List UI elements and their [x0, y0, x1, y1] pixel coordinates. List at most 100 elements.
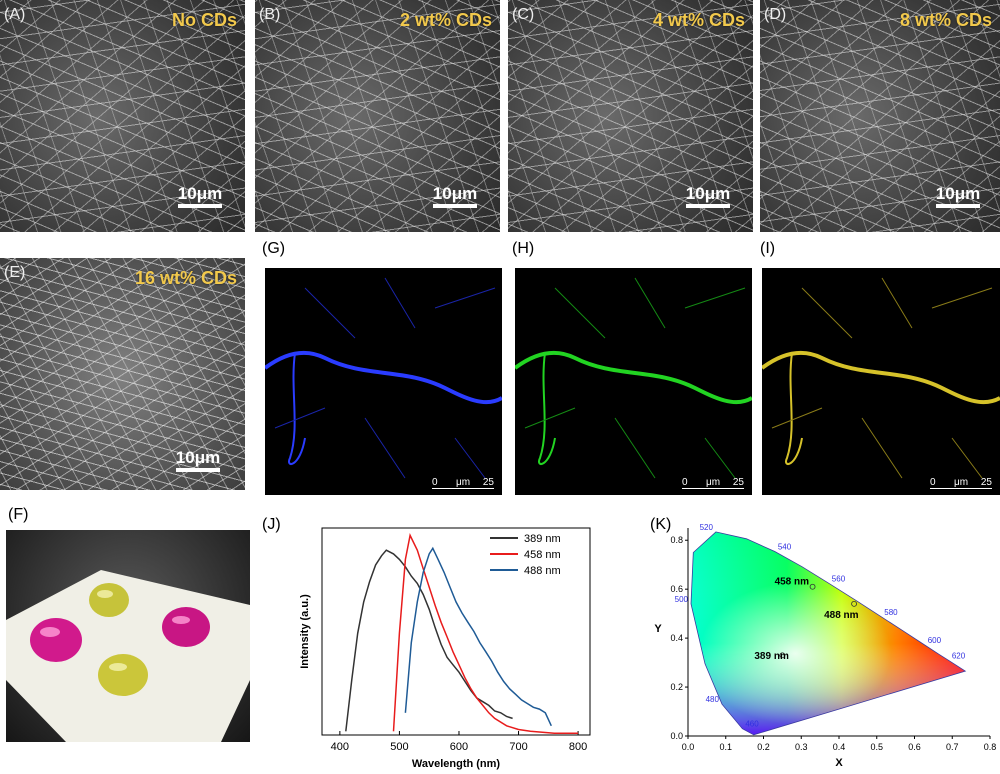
locus-wavelength-label: 540 — [778, 542, 792, 551]
sem-image-b: (B) 2 wt% CDs 10μm — [255, 0, 500, 232]
pink-droplet-1 — [30, 618, 82, 662]
y-axis-label: Y — [654, 623, 662, 635]
panel-letter-h: (H) — [512, 240, 535, 257]
locus-wavelength-label: 580 — [884, 608, 898, 617]
locus-wavelength-label: 500 — [675, 595, 689, 604]
confocal-image-h: 0 μm 25 — [515, 268, 752, 495]
sem-image-c: (C) 4 wt% CDs 10μm — [508, 0, 753, 232]
panel-letter-f: (F) — [8, 506, 29, 523]
y-tick-label: 0.0 — [670, 731, 683, 741]
panel-letter-i: (I) — [760, 240, 776, 257]
scale-bar-c-label: 10μm — [685, 184, 731, 203]
sem-label-d: 8 wt% CDs — [899, 10, 992, 30]
scale-bar-a-line — [178, 204, 222, 208]
confocal-scale-h: 0 μm 25 — [682, 477, 744, 489]
sem-image-e: (E) 16 wt% CDs 10μm — [0, 258, 245, 490]
scale-i-zero: 0 — [930, 477, 936, 488]
yellow-droplet-2 — [98, 654, 148, 696]
x-tick-label: 0.6 — [908, 742, 921, 752]
confocal-fiber-g — [265, 277, 502, 479]
sem-label-e: 16 wt% CDs — [134, 268, 237, 288]
y-tick-label: 0.8 — [670, 535, 683, 545]
x-tick-label: 600 — [450, 741, 468, 753]
droplet-scene — [6, 570, 250, 742]
cie-point-label: 458 nm — [775, 577, 810, 588]
droplet-photo-f — [6, 530, 250, 742]
confocal-image-i: 0 μm 25 — [762, 268, 1000, 495]
panel-letter-g: (G) — [262, 240, 286, 257]
locus-wavelength-label: 460 — [745, 720, 759, 729]
scale-bar-a-label: 10μm — [177, 184, 223, 203]
scale-h-zero: 0 — [682, 477, 688, 488]
sem-label-b: 2 wt% CDs — [399, 10, 492, 30]
series-line-2 — [404, 546, 552, 727]
locus-wavelength-label: 480 — [706, 695, 720, 704]
cie-point-label: 389 nm — [754, 651, 789, 662]
y-tick-label: 0.4 — [670, 633, 683, 643]
scale-g-max: 25 — [482, 477, 494, 488]
panel-letter-b: (B) — [259, 6, 281, 23]
scale-bar-b-line — [433, 204, 477, 208]
scale-bar-b-label: 10μm — [432, 184, 478, 203]
confocal-fiber-h — [515, 277, 752, 479]
scale-h-max: 25 — [732, 477, 744, 488]
scale-bar-e: 10μm — [168, 448, 228, 472]
locus-wavelength-label: 620 — [952, 652, 966, 661]
scale-bar-c-line — [686, 204, 730, 208]
scale-bar-a: 10μm — [170, 184, 230, 208]
sem-image-a: (A) No CDs 10μm — [0, 0, 245, 232]
sem-label-a: No CDs — [171, 10, 237, 30]
locus-wavelength-label: 600 — [928, 636, 942, 645]
x-tick-label: 0.0 — [682, 742, 695, 752]
yellow-droplet-1 — [89, 583, 129, 617]
x-tick-label: 500 — [390, 741, 408, 753]
scale-bar-b: 10μm — [425, 184, 485, 208]
sem-label-c: 4 wt% CDs — [652, 10, 745, 30]
panel-letter-c: (C) — [512, 6, 535, 23]
x-tick-label: 0.2 — [757, 742, 770, 752]
cie-point-label: 488 nm — [824, 610, 859, 621]
x-tick-label: 0.3 — [795, 742, 808, 752]
pink-droplet-2 — [162, 607, 210, 647]
x-axis-label: X — [835, 757, 843, 769]
emission-spectrum-chart: 400 500 600 700 800 389 nm 458 nm 488 nm Wavelen… — [299, 527, 591, 770]
panel-letter-d: (D) — [764, 6, 787, 23]
panel-letter-a: (A) — [4, 6, 26, 23]
panel-letter-j: (J) — [262, 516, 281, 533]
x-tick-label: 400 — [331, 741, 349, 753]
cie-point-2 — [779, 652, 786, 659]
confocal-image-g: 0 μm 25 — [265, 268, 502, 495]
cie-chromaticity-chart: 0.0 0.1 0.2 0.3 0.4 0.5 0.6 0.7 0.8 0.0 0.2 0.4 0.6 0… — [654, 523, 997, 769]
y-axis-label: Intensity (a.u.) — [299, 594, 311, 669]
panel-letter-k: (K) — [650, 516, 672, 533]
y-tick-label: 0.2 — [670, 682, 683, 692]
panel-letter-e: (E) — [4, 264, 26, 281]
scale-h-unit: μm — [706, 477, 721, 488]
confocal-fiber-i — [762, 277, 1000, 479]
scale-bar-e-line — [176, 468, 220, 472]
x-tick-label: 0.5 — [870, 742, 883, 752]
scale-i-unit: μm — [954, 477, 969, 488]
plot-frame — [321, 527, 591, 736]
x-tick-label: 0.1 — [719, 742, 732, 752]
scale-g-zero: 0 — [432, 477, 438, 488]
x-axis-label: Wavelength (nm) — [412, 758, 501, 770]
cie-locus-outline — [690, 531, 967, 736]
locus-wavelength-label: 520 — [700, 523, 714, 532]
x-tick-label: 0.7 — [946, 742, 959, 752]
series-line-1 — [392, 533, 579, 734]
confocal-scale-i: 0 μm 25 — [930, 477, 992, 489]
scale-bar-e-label: 10μm — [175, 448, 221, 467]
cie-point-0 — [809, 583, 816, 590]
confocal-scale-g: 0 μm 25 — [432, 477, 494, 489]
scale-bar-d: 10μm — [928, 184, 988, 208]
x-tick-label: 0.8 — [984, 742, 997, 752]
legend-label: 488 nm — [524, 565, 561, 577]
cie-white-point — [691, 531, 966, 735]
x-tick-label: 700 — [509, 741, 527, 753]
scale-g-unit: μm — [456, 477, 471, 488]
y-tick-label: 0.6 — [670, 584, 683, 594]
scale-i-max: 25 — [980, 477, 992, 488]
cie-point-1 — [851, 600, 858, 607]
x-tick-label: 0.4 — [833, 742, 846, 752]
